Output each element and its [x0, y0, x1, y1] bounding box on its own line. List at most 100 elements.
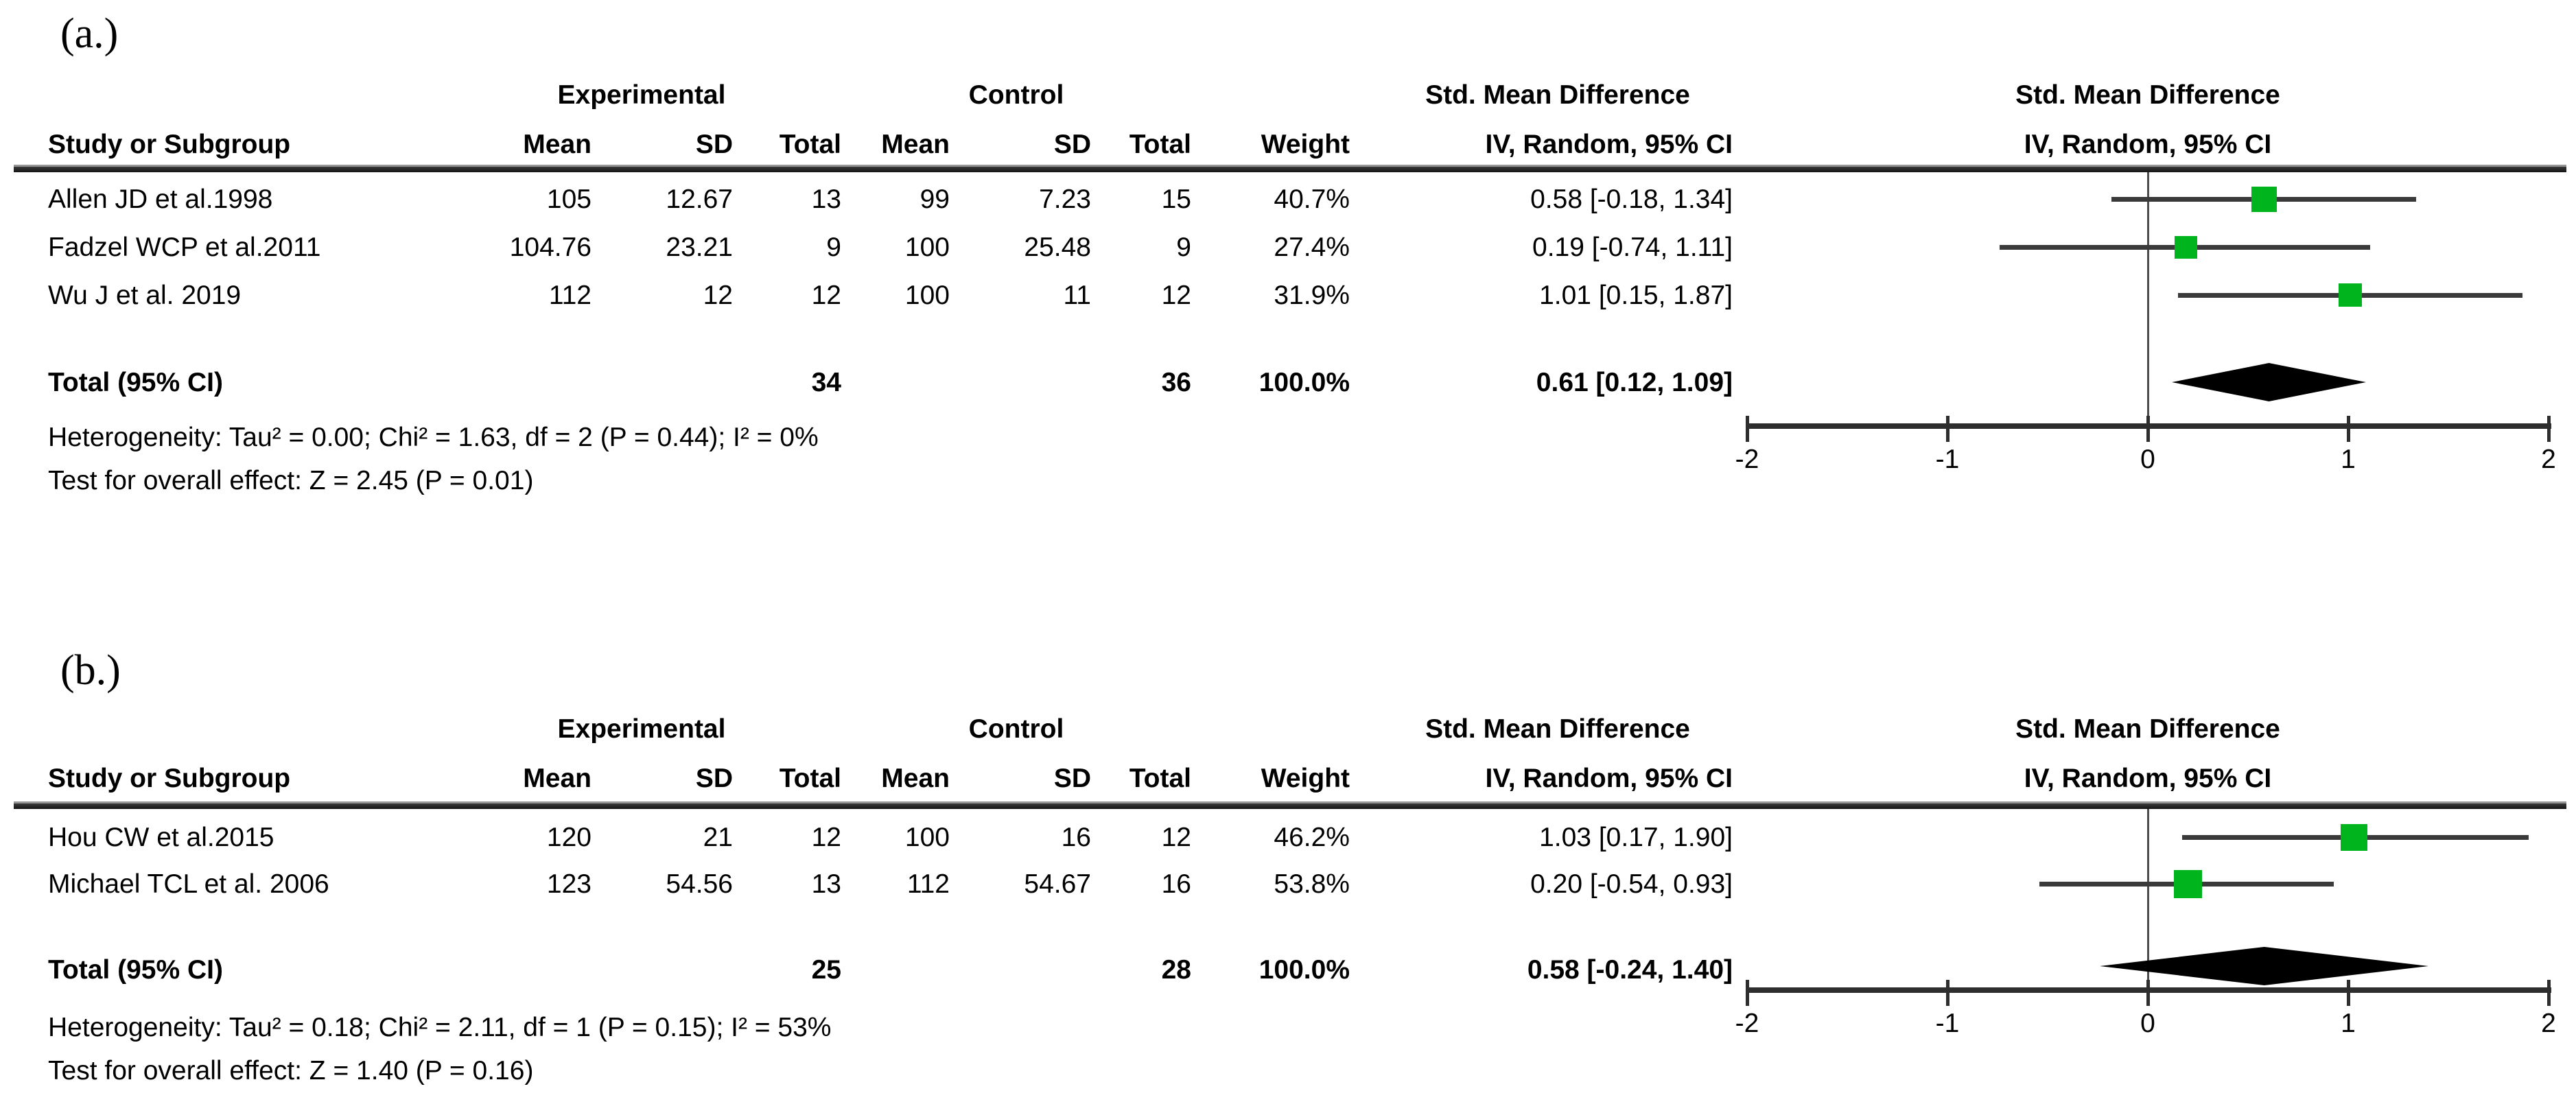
study-row-exp_mean: 105 — [546, 185, 592, 214]
col-header-iv-plot: IV, Random, 95% CI — [2024, 764, 2272, 793]
study-row-ctl_total: 15 — [1161, 185, 1191, 214]
study-row-weight: 46.2% — [1274, 823, 1350, 852]
study-row-ctl_mean: 99 — [920, 185, 950, 214]
axis-tick — [1946, 980, 1949, 1006]
study-row-exp_sd: 21 — [703, 823, 733, 852]
header-rule — [14, 165, 2566, 172]
heterogeneity-note: Heterogeneity: Tau² = 0.00; Chi² = 1.63,… — [48, 423, 819, 452]
group-header-control: Control — [968, 80, 1064, 110]
group-header-smd-text: Std. Mean Difference — [1425, 80, 1690, 110]
col-header-exp-total: Total — [779, 130, 841, 159]
study-row-name: Wu J et al. 2019 — [48, 281, 242, 310]
study-row-ci_text: 0.19 [-0.74, 1.11] — [1532, 233, 1733, 262]
total-exp-n: 25 — [811, 955, 841, 985]
total-row-label: Total (95% CI) — [48, 368, 223, 397]
axis-tick — [2146, 980, 2150, 1006]
effect-square — [2174, 870, 2202, 898]
total-ctl-n: 36 — [1161, 368, 1191, 397]
col-header-ctl-total: Total — [1129, 130, 1191, 159]
total-row-label: Total (95% CI) — [48, 955, 223, 985]
overall-effect-note: Test for overall effect: Z = 2.45 (P = 0… — [48, 466, 534, 495]
heterogeneity-note: Heterogeneity: Tau² = 0.18; Chi² = 2.11,… — [48, 1013, 832, 1042]
col-header-exp-sd: SD — [695, 764, 733, 793]
study-row-ctl_sd: 11 — [1063, 281, 1092, 310]
study-row-weight: 53.8% — [1274, 869, 1350, 899]
axis-tick — [2347, 980, 2350, 1006]
study-row-weight: 27.4% — [1274, 233, 1350, 262]
col-header-ctl-mean: Mean — [881, 764, 950, 793]
axis-tick — [2547, 980, 2551, 1006]
study-row-ci_text: 0.20 [-0.54, 0.93] — [1530, 869, 1733, 899]
col-header-ctl-mean: Mean — [881, 130, 950, 159]
study-row-exp_sd: 23.21 — [666, 233, 733, 262]
col-header-ctl-total: Total — [1129, 764, 1191, 793]
col-header-iv-text: IV, Random, 95% CI — [1485, 130, 1733, 159]
col-header-study: Study or Subgroup — [48, 764, 291, 793]
col-header-iv-plot: IV, Random, 95% CI — [2024, 130, 2272, 159]
overall-effect-note: Test for overall effect: Z = 1.40 (P = 0… — [48, 1056, 534, 1085]
study-row-exp_sd: 12.67 — [666, 185, 733, 214]
study-row-exp_mean: 123 — [546, 869, 592, 899]
col-header-exp-mean: Mean — [523, 130, 592, 159]
group-header-smd-plot: Std. Mean Difference — [2015, 714, 2280, 744]
study-row-weight: 31.9% — [1274, 281, 1350, 310]
total-weight: 100.0% — [1258, 955, 1350, 985]
col-header-iv-text: IV, Random, 95% CI — [1485, 764, 1733, 793]
study-row-ctl_mean: 100 — [904, 281, 950, 310]
study-row-exp_total: 13 — [811, 869, 841, 899]
study-row-ctl_sd: 7.23 — [1039, 185, 1091, 214]
col-header-weight: Weight — [1261, 130, 1350, 159]
group-header-smd-text: Std. Mean Difference — [1425, 714, 1690, 744]
col-header-exp-sd: SD — [695, 130, 733, 159]
study-row-weight: 40.7% — [1274, 185, 1350, 214]
study-row-ctl_total: 9 — [1176, 233, 1191, 262]
study-row-exp_mean: 112 — [548, 281, 592, 310]
study-row-name: Michael TCL et al. 2006 — [48, 869, 329, 899]
study-row-exp_total: 12 — [811, 281, 841, 310]
study-row-name: Allen JD et al.1998 — [48, 185, 273, 214]
axis-tick — [1746, 416, 1749, 442]
panel-a-label: (a.) — [60, 10, 119, 57]
axis-tick-label: 0 — [2140, 1009, 2155, 1038]
group-header-smd-plot: Std. Mean Difference — [2015, 80, 2280, 110]
axis-tick — [1746, 980, 1749, 1006]
study-row-ci_text: 1.03 [0.17, 1.90] — [1539, 823, 1733, 852]
study-row-ctl_total: 12 — [1161, 823, 1191, 852]
axis-tick-label: 2 — [2541, 445, 2556, 474]
zero-effect-line — [2147, 809, 2149, 990]
col-header-ctl-sd: SD — [1053, 130, 1091, 159]
axis-tick-label: 0 — [2140, 445, 2155, 474]
total-ci-text: 0.61 [0.12, 1.09] — [1536, 368, 1733, 397]
study-row-exp_total: 9 — [826, 233, 841, 262]
total-exp-n: 34 — [811, 368, 841, 397]
col-header-exp-mean: Mean — [523, 764, 592, 793]
axis-tick — [2146, 416, 2150, 442]
group-header-experimental: Experimental — [557, 80, 726, 110]
study-row-ctl_total: 12 — [1161, 281, 1191, 310]
axis-tick-label: 1 — [2341, 1009, 2356, 1038]
study-row-ctl_sd: 54.67 — [1024, 869, 1091, 899]
study-row-exp_mean: 120 — [546, 823, 592, 852]
study-row-exp_sd: 12 — [703, 281, 733, 310]
study-row-ctl_total: 16 — [1161, 869, 1191, 899]
effect-square — [2341, 824, 2367, 851]
axis-tick-label: -1 — [1935, 1009, 1960, 1038]
total-ctl-n: 28 — [1161, 955, 1191, 985]
study-row-ctl_sd: 25.48 — [1024, 233, 1091, 262]
zero-effect-line — [2147, 172, 2149, 426]
header-rule — [14, 801, 2566, 809]
study-row-ctl_mean: 100 — [904, 823, 950, 852]
study-row-ctl_sd: 16 — [1061, 823, 1091, 852]
study-row-name: Fadzel WCP et al.2011 — [48, 233, 321, 262]
study-row-ci_text: 0.58 [-0.18, 1.34] — [1530, 185, 1733, 214]
axis-tick-label: 1 — [2341, 445, 2356, 474]
summary-diamond — [2172, 363, 2366, 401]
axis-tick-label: -2 — [1735, 1009, 1759, 1038]
study-row-exp_mean: 104.76 — [509, 233, 592, 262]
group-header-experimental: Experimental — [557, 714, 726, 744]
axis-tick — [2347, 416, 2350, 442]
axis-tick — [1946, 416, 1949, 442]
axis-tick-label: 2 — [2541, 1009, 2556, 1038]
effect-square — [2251, 187, 2277, 212]
